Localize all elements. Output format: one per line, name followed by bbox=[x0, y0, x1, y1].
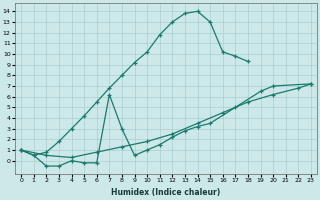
X-axis label: Humidex (Indice chaleur): Humidex (Indice chaleur) bbox=[111, 188, 221, 197]
